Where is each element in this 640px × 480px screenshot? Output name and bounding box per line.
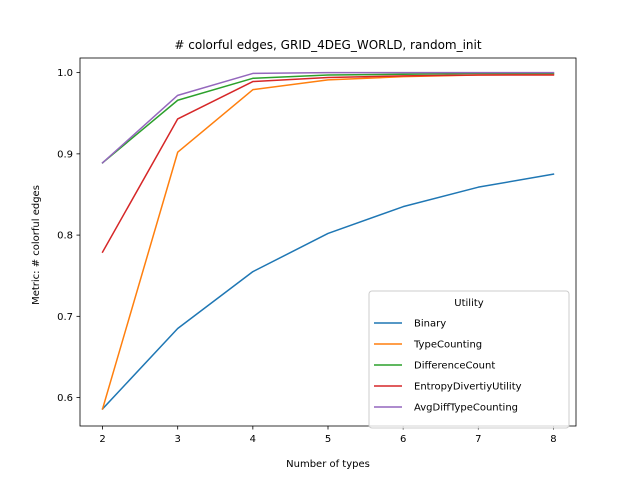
chart-title: # colorful edges, GRID_4DEG_WORLD, rando… xyxy=(174,38,481,52)
y-tick-label: 0.8 xyxy=(57,231,73,242)
y-tick-label: 0.7 xyxy=(57,312,73,323)
series-line-AvgDiffTypeCounting xyxy=(101,71,555,164)
y-tick-label: 0.6 xyxy=(57,393,73,404)
legend: Utility Binary TypeCounting DifferenceCount… xyxy=(368,290,570,429)
y-axis-label: Metric: # colorful edges xyxy=(31,185,42,305)
legend-entry-TypeCounting: TypeCounting xyxy=(413,340,482,351)
y-tick-label: 0.9 xyxy=(57,149,73,160)
legend-entry-AvgDiffTypeCounting: AvgDiffTypeCounting xyxy=(414,403,518,414)
y-tick-label: 1.0 xyxy=(57,68,73,79)
legend-frame xyxy=(368,290,570,429)
legend-entry-DifferenceCount: DifferenceCount xyxy=(414,361,495,372)
x-tick-label: 5 xyxy=(325,434,331,445)
x-tick-label: 4 xyxy=(250,434,256,445)
plot-area: 2 3 4 5 6 7 8 0.6 0.7 0.8 0.9 1.0 xyxy=(57,57,577,445)
x-tick-label: 8 xyxy=(550,434,556,445)
x-tick-label: 7 xyxy=(475,434,481,445)
legend-entry-EntropyDivertiyUtility: EntropyDivertiyUtility xyxy=(414,382,522,393)
x-tick-label: 6 xyxy=(400,434,406,445)
x-tick-label: 3 xyxy=(175,434,181,445)
x-tick-label: 2 xyxy=(99,434,105,445)
series-line-EntropyDivertiyUtility xyxy=(101,74,555,254)
series-line-Binary xyxy=(101,173,555,411)
legend-entry-Binary: Binary xyxy=(414,319,446,330)
series-line-DifferenceCount xyxy=(101,72,555,164)
legend-title: Utility xyxy=(454,298,483,309)
x-axis-label: Number of types xyxy=(286,459,370,470)
